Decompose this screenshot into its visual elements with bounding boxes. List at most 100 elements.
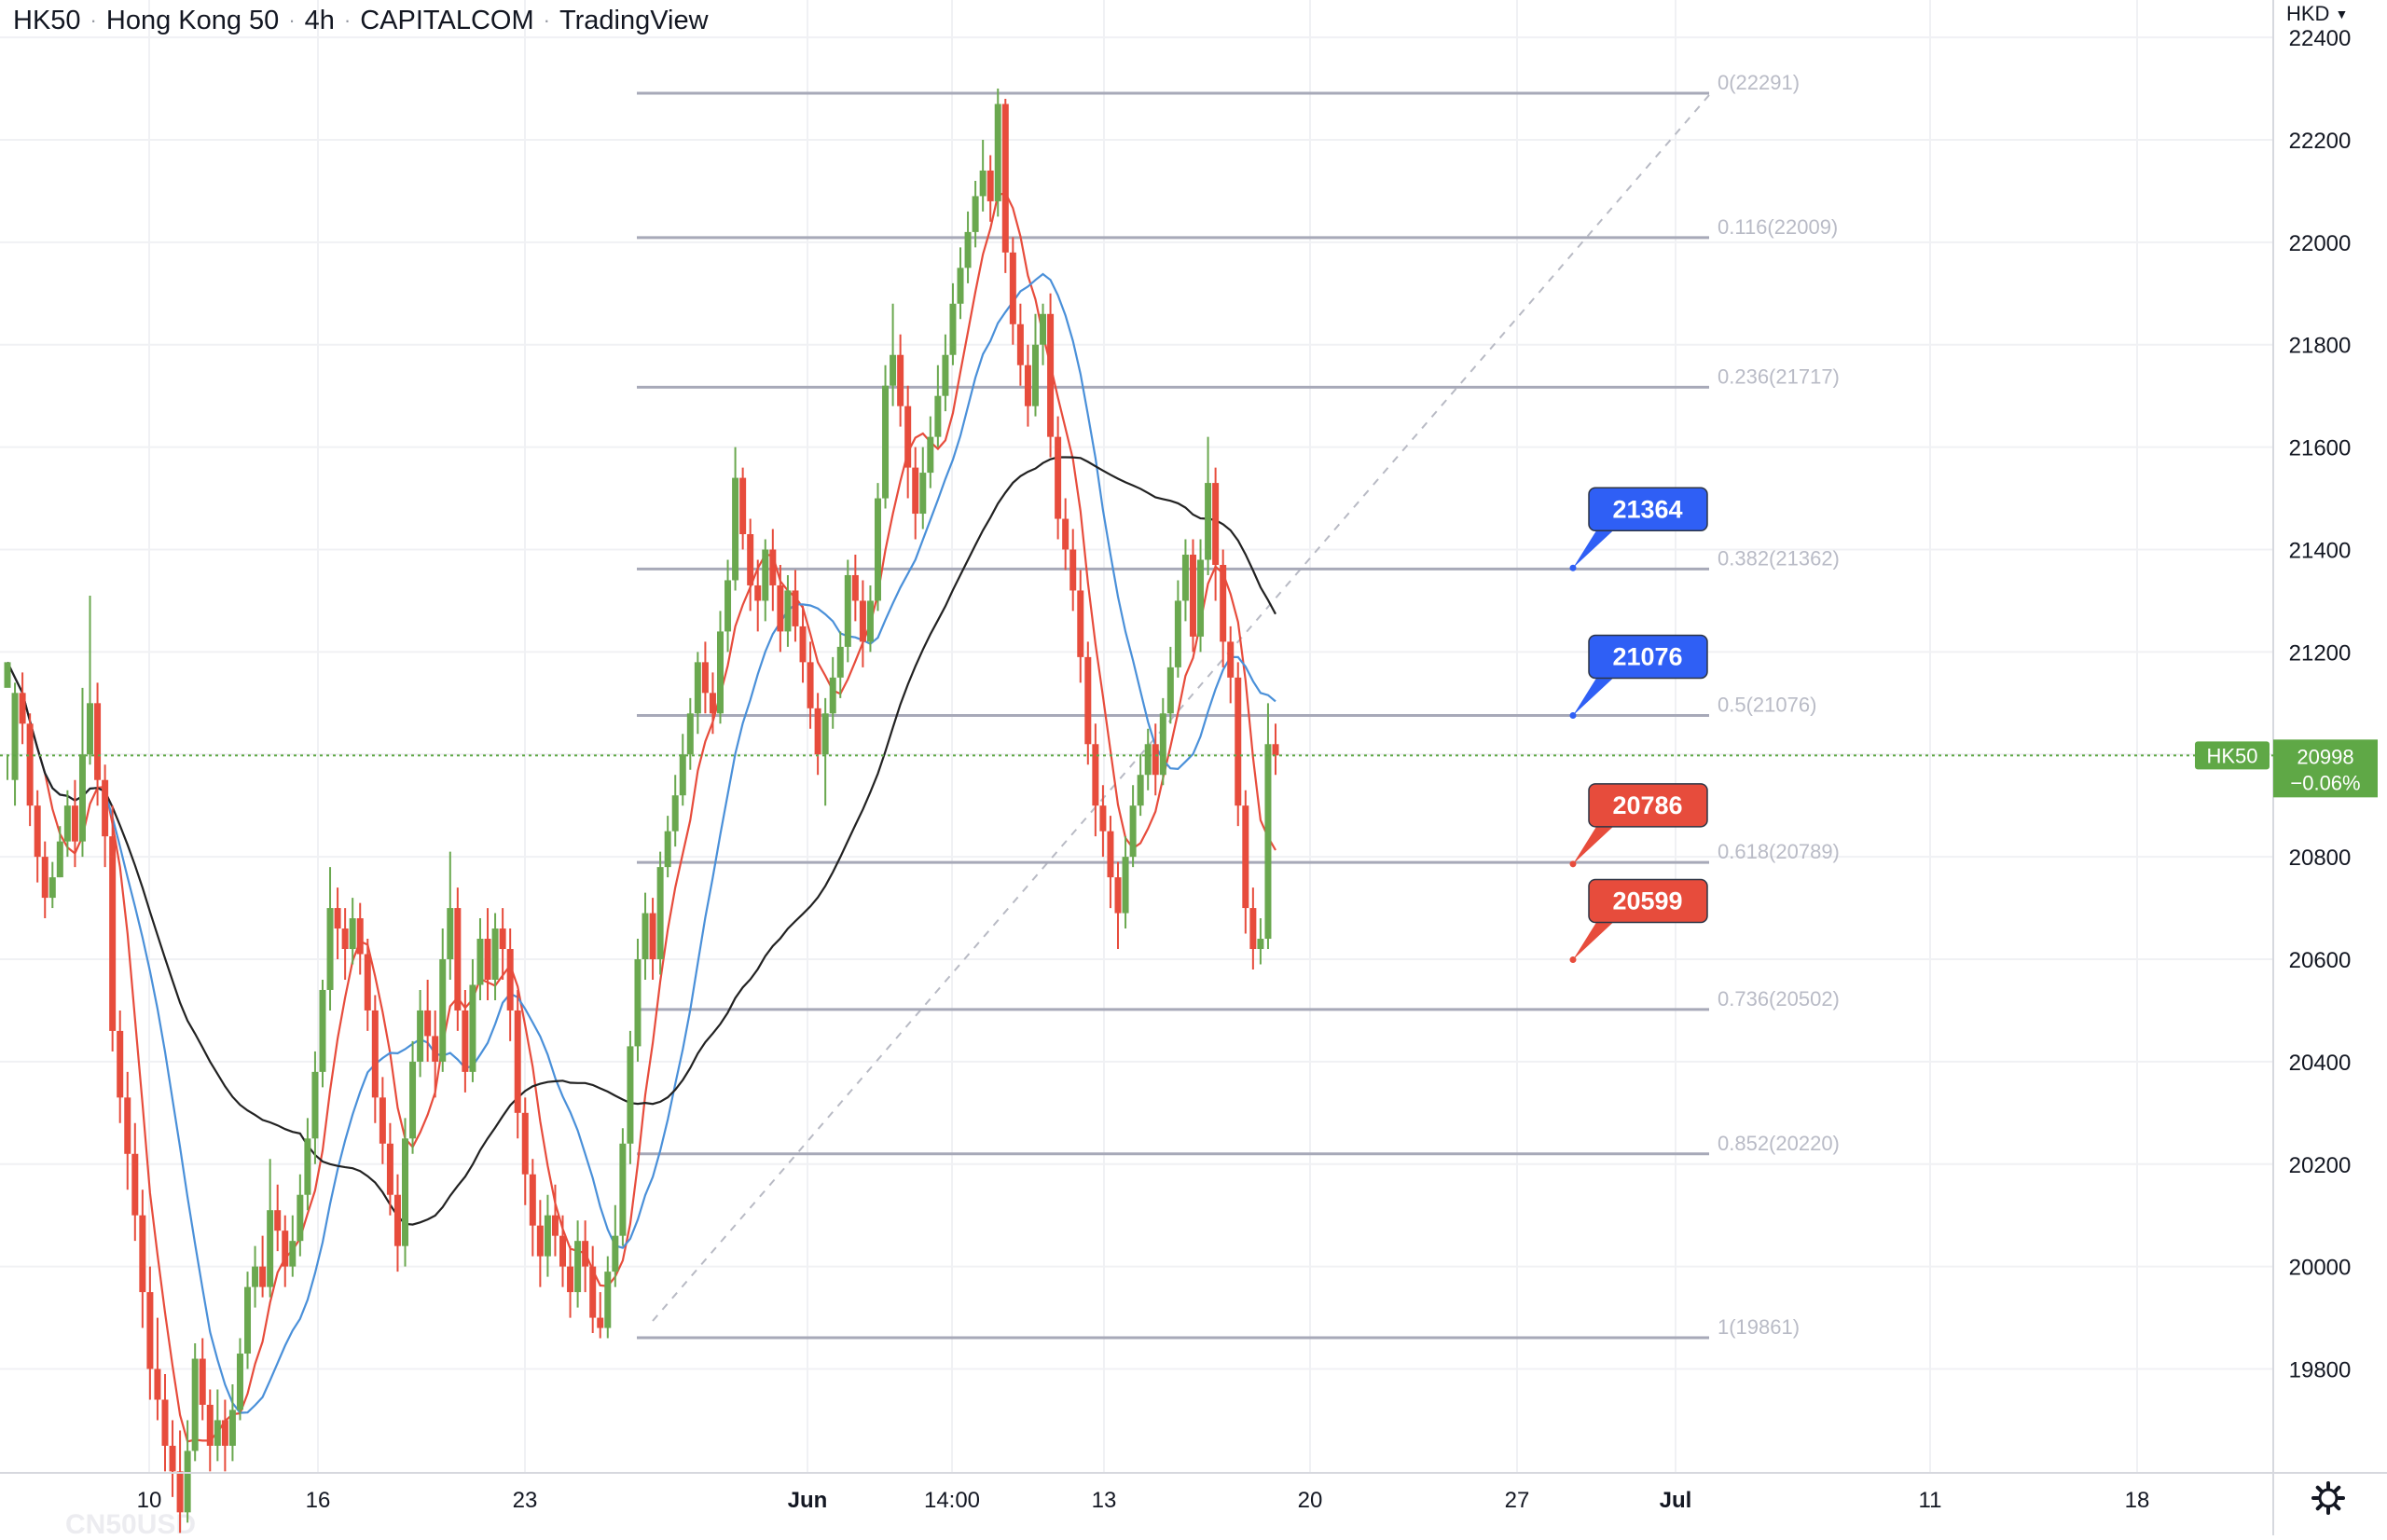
- candle-body: [214, 1420, 221, 1446]
- currency-label: HKD: [2286, 2, 2330, 25]
- symbol-name: Hong Kong 50: [105, 5, 280, 35]
- candle-body: [890, 354, 897, 386]
- candle-body: [1235, 677, 1242, 806]
- watermark: CN50USD: [65, 1509, 196, 1535]
- candle-body: [604, 1272, 612, 1328]
- fibonacci-retracement: 0(22291) 0.116(22009) 0.236(21717) 0.382(21…: [637, 71, 1840, 1340]
- fib-trend-line: [652, 94, 1710, 1322]
- candle-body: [709, 693, 716, 714]
- callout-box[interactable]: [1588, 487, 1708, 532]
- candle-body: [1092, 744, 1099, 806]
- candle-body: [829, 677, 836, 714]
- candle-body: [634, 959, 642, 1047]
- price-tick-label: 21800: [2289, 334, 2352, 359]
- candle-body: [4, 662, 11, 688]
- callout-box[interactable]: [1588, 634, 1708, 680]
- candle-body: [897, 354, 904, 406]
- callout-pointer: [1573, 530, 1613, 569]
- moving-averages: [7, 191, 1276, 1443]
- candle-body: [236, 1354, 243, 1410]
- fib-level-label: 0.236(21717): [1718, 364, 1840, 388]
- candle-body: [979, 170, 987, 197]
- candle-body: [326, 908, 334, 990]
- symbol-ticker[interactable]: HK50: [13, 5, 81, 35]
- time-tick-label: 23: [513, 1488, 538, 1513]
- price-tick-label: 20600: [2289, 948, 2352, 973]
- candle-body: [191, 1358, 199, 1451]
- candle-body: [882, 385, 890, 499]
- source-name: TradingView: [559, 5, 709, 35]
- candle-body: [777, 584, 784, 632]
- price-tick-label: 20000: [2289, 1256, 2352, 1281]
- candle-body: [671, 795, 679, 832]
- candle-body: [282, 1231, 289, 1267]
- candle-body: [814, 708, 821, 755]
- candle-body: [484, 939, 491, 980]
- candle-body: [589, 1266, 597, 1318]
- candle-body: [679, 754, 686, 796]
- candle-body: [146, 1292, 154, 1369]
- candle-body: [417, 1010, 424, 1062]
- candle-body: [297, 1194, 304, 1242]
- candle-body: [349, 918, 356, 950]
- candle-body: [866, 600, 874, 642]
- grid: [0, 0, 2273, 1473]
- candle-body: [274, 1210, 282, 1231]
- candle-body: [1174, 600, 1181, 667]
- symbol-badge-label: HK50: [2206, 744, 2257, 767]
- callout-box[interactable]: [1588, 783, 1708, 828]
- time-tick-label: 20: [1298, 1488, 1323, 1513]
- candle-body: [627, 1046, 634, 1144]
- candle-body: [169, 1445, 176, 1472]
- candle-body: [987, 170, 994, 201]
- interval[interactable]: 4h: [304, 5, 335, 35]
- candle-body: [724, 580, 732, 632]
- candle-body: [686, 713, 694, 755]
- currency-selector[interactable]: HKD ▼: [2286, 2, 2348, 26]
- title-separator: ·: [90, 8, 97, 32]
- candle-body: [1152, 744, 1159, 776]
- candle-body: [364, 954, 371, 1011]
- candle-body: [1084, 656, 1092, 745]
- candle-body: [1009, 252, 1016, 324]
- candle-body: [1181, 554, 1189, 601]
- candle-body: [716, 631, 724, 714]
- candle-body: [1144, 744, 1152, 776]
- candle-body: [462, 1010, 469, 1072]
- settings-gear-icon[interactable]: [2311, 1481, 2345, 1515]
- candle-body: [1264, 744, 1272, 940]
- callout-pointer: [1573, 826, 1613, 864]
- candle-body: [1166, 667, 1174, 714]
- candle-body: [799, 626, 807, 663]
- candle-body: [732, 477, 739, 581]
- callout-box[interactable]: [1588, 878, 1708, 924]
- candle-body: [836, 646, 844, 678]
- candle-body: [48, 877, 56, 899]
- candle-body: [821, 713, 829, 755]
- fib-level-label: 1(19861): [1718, 1315, 1800, 1339]
- candle-body: [432, 1036, 439, 1062]
- candle-body: [1031, 344, 1039, 406]
- candle-body: [1129, 805, 1137, 858]
- candle-body: [649, 913, 656, 960]
- fib-level-label: 0.5(21076): [1718, 694, 1816, 717]
- time-tick-label: 11: [1919, 1488, 1942, 1513]
- candle-body: [311, 1071, 319, 1139]
- price-tick-label: 22400: [2289, 26, 2352, 51]
- candle-body: [619, 1143, 627, 1236]
- candle-body: [792, 590, 799, 626]
- ma-slow-line: [7, 456, 1276, 1226]
- candle-body: [664, 831, 671, 868]
- candle-body: [904, 406, 912, 468]
- price-tick-label: 19800: [2289, 1358, 2352, 1383]
- candle-body: [1062, 518, 1069, 550]
- candle-body: [63, 805, 71, 842]
- candle-body: [409, 1061, 417, 1139]
- candle-body: [1122, 857, 1129, 914]
- time-tick-label: Jun: [788, 1488, 828, 1513]
- candle-body: [454, 908, 462, 1011]
- candle-body: [1272, 744, 1279, 756]
- candle-body: [859, 600, 866, 642]
